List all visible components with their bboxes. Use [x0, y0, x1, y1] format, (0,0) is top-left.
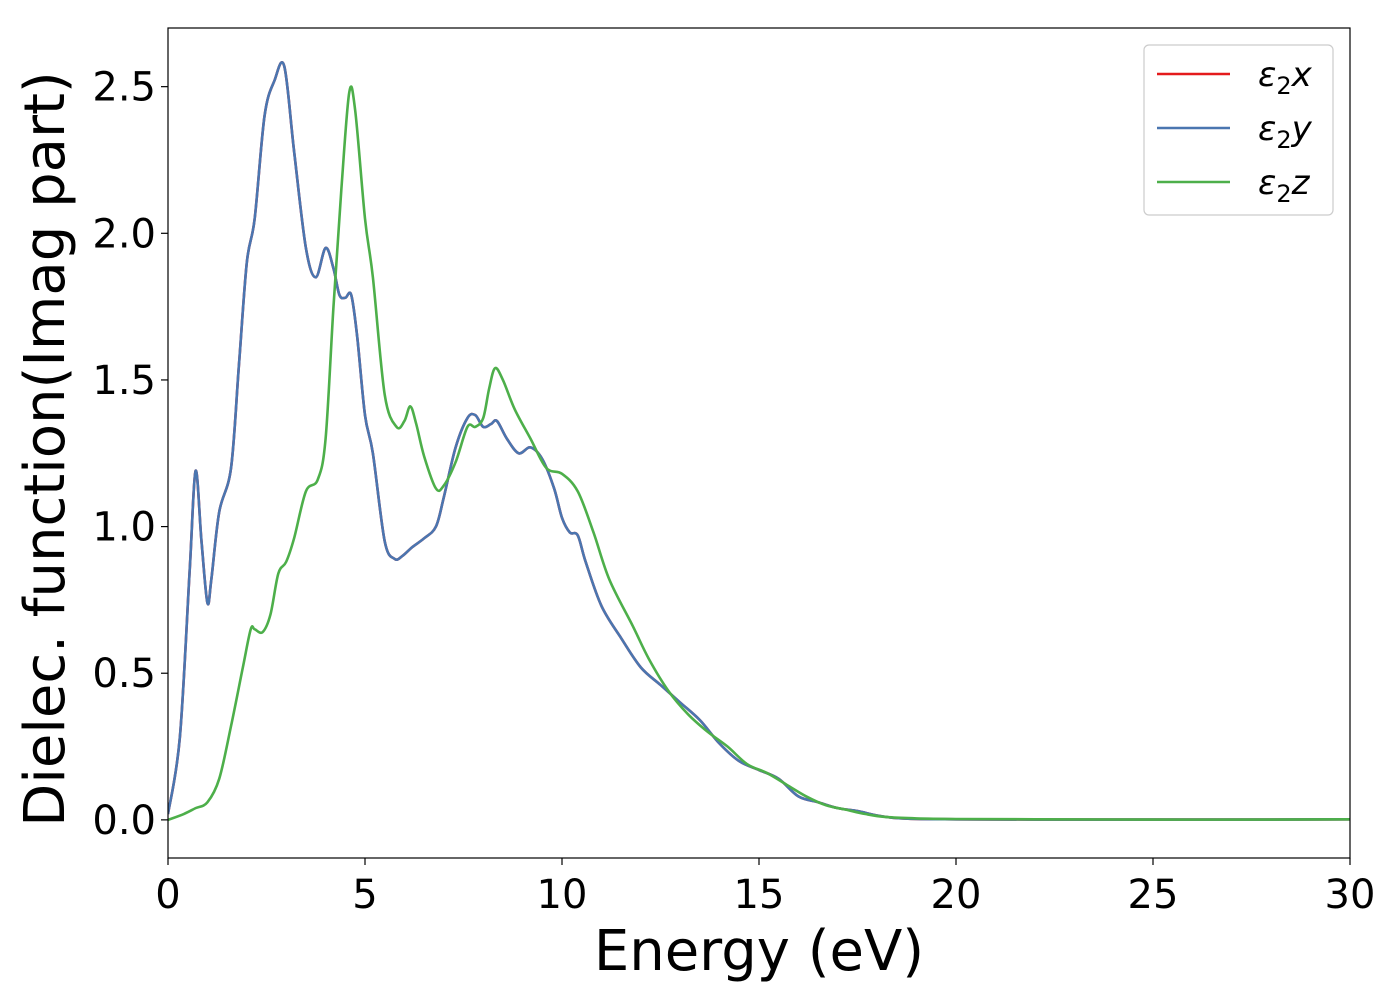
legend-label: ε2z [1258, 163, 1311, 208]
plot-area [168, 61, 1350, 822]
y-tick-label: 0.0 [92, 798, 156, 844]
y-tick-label: 1.0 [92, 505, 156, 551]
y-tick-label: 2.5 [92, 65, 156, 111]
y-axis: 0.0 0.5 1.0 1.5 2.0 2.5 [92, 65, 168, 844]
x-tick-label: 10 [537, 872, 588, 918]
legend-item-eps2y: ε2y [1157, 109, 1313, 154]
legend-label: ε2y [1258, 109, 1313, 154]
x-tick-label: 15 [734, 872, 785, 918]
legend-label: ε2x [1258, 55, 1313, 100]
legend-box [1143, 44, 1334, 216]
y-tick-label: 2.0 [92, 211, 156, 257]
series-line-eps2z [168, 85, 1350, 822]
y-tick-label: 0.5 [92, 651, 156, 697]
y-axis-label: Dielec. function(Imag part) [13, 71, 78, 827]
series-line-eps2y [168, 61, 1350, 821]
x-tick-label: 25 [1128, 872, 1179, 918]
legend-item-eps2x: ε2x [1157, 55, 1313, 100]
y-tick-label: 1.5 [92, 358, 156, 404]
x-tick-label: 0 [155, 872, 180, 918]
x-axis: 0 5 10 15 20 25 30 [155, 858, 1375, 918]
x-tick-label: 5 [352, 872, 377, 918]
x-tick-label: 20 [931, 872, 982, 918]
x-tick-label: 30 [1325, 872, 1376, 918]
x-axis-label: Energy (eV) [594, 919, 924, 984]
legend: ε2x ε2y ε2z [1143, 44, 1334, 216]
legend-item-eps2z: ε2z [1157, 163, 1311, 208]
